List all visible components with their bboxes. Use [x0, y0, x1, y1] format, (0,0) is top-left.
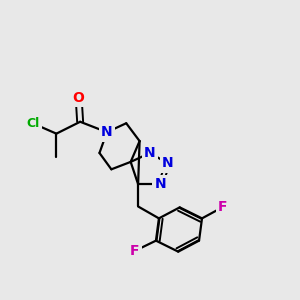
Text: F: F: [218, 200, 228, 214]
Text: F: F: [130, 244, 139, 258]
Text: N: N: [154, 177, 166, 191]
Text: Cl: Cl: [26, 117, 39, 130]
Text: O: O: [73, 91, 85, 105]
Text: N: N: [162, 156, 174, 170]
Text: N: N: [144, 146, 156, 160]
Text: N: N: [101, 125, 113, 139]
